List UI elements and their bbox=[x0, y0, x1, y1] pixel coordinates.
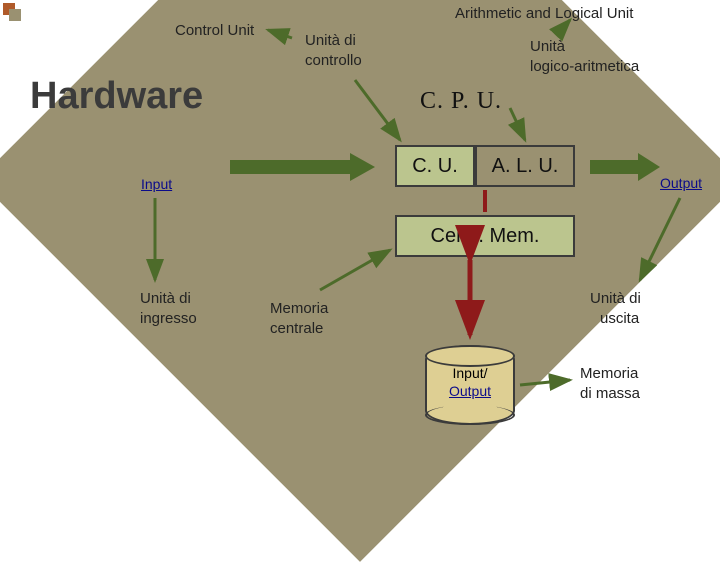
arrows-layer bbox=[0, 0, 720, 540]
